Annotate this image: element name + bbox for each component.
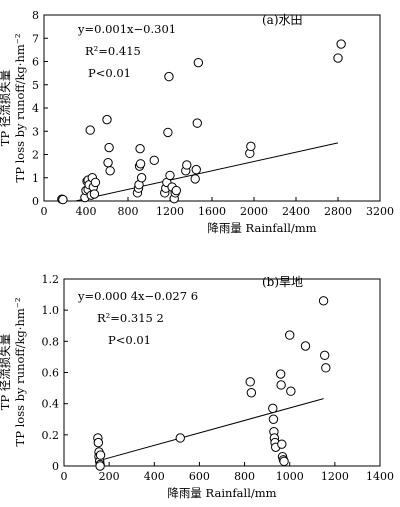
panel-b-data-point [321, 363, 331, 373]
panel-b-y-tick-label: 0.8 [42, 335, 60, 348]
panel-a-label: (a)水田 [262, 13, 303, 27]
panel-a-y-tick-label: 3 [32, 125, 39, 138]
panel-b-x-tick-label: 800 [234, 470, 255, 483]
panel-a-x-axis-label: 降雨量 Rainfall/mm [207, 221, 316, 235]
panel-b-r2: R²=0.315 2 [97, 311, 164, 325]
panel-b-data-point [245, 377, 255, 387]
panel-b-data-point [95, 461, 105, 471]
panel-a-data-point [333, 53, 343, 63]
panel-a-data-point [104, 142, 114, 153]
panel-b-y-tick-label: 1.2 [42, 273, 60, 286]
panel-a-data-point [102, 114, 112, 125]
panel-b-data-point [93, 437, 104, 448]
panel-a-data-point [89, 189, 100, 199]
panel-b-y-tick-label: 0 [52, 460, 59, 473]
panel-b-data-point [285, 330, 295, 340]
panel-a-x-tick-label: 3200 [366, 205, 394, 218]
panel-b-data-point [175, 433, 185, 443]
panel-b-x-tick-label: 1200 [321, 470, 349, 483]
panel-a-data-point [336, 39, 346, 49]
panel-a-x-tick-label: 0 [41, 205, 48, 218]
panel-a-r2: R²=0.415 [85, 44, 141, 58]
panel-b-x-tick-label: 200 [99, 470, 120, 483]
panel-a-y-tick-label: 5 [32, 79, 39, 92]
panel-a-data-point [190, 174, 200, 184]
panel-a-data-point [171, 185, 182, 196]
panel-a-p-value: P<0.01 [88, 66, 131, 80]
panel-b-data-point [268, 403, 278, 414]
panel-a-y-tick-label: 2 [32, 149, 39, 162]
panel-b-label: (b)旱地 [262, 275, 303, 289]
panel-a-data-point [58, 194, 68, 205]
panel-a-data-point [246, 141, 256, 152]
panel-b-data-point [275, 369, 286, 379]
panel-a-plot-frame [43, 14, 381, 202]
panel-b-x-tick-label: 0 [61, 470, 68, 483]
panel-a-chart: y=0.001x−0.301 R²=0.415 P<0.01 (a)水田 降雨量… [0, 9, 394, 235]
panel-b-data-point [246, 388, 257, 398]
panel-a-x-tick-label: 2000 [240, 205, 268, 218]
panel-a-equation: y=0.001x−0.301 [77, 22, 176, 36]
panel-a-data-point [105, 166, 115, 176]
panel-a-regression-line [75, 142, 339, 202]
panel-a-y-axis-label-en: TP loss by runoff/kg·hm⁻² [13, 34, 27, 183]
panel-b-x-axis-label: 降雨量 Rainfall/mm [167, 486, 276, 500]
panel-a-x-tick-label: 2400 [282, 205, 310, 218]
panel-b-data-point [320, 350, 330, 361]
panel-a-y-tick-label: 4 [32, 102, 39, 115]
panel-b-y-tick-label: 0.2 [42, 429, 60, 442]
panel-a-data-point [193, 57, 204, 68]
panel-b-data-point [277, 439, 287, 449]
panel-a-data-point [163, 127, 173, 138]
panel-b-x-tick-label: 1400 [366, 470, 394, 483]
panel-b-x-tick-label: 400 [144, 470, 165, 483]
panel-a-x-tick-label: 2800 [324, 205, 352, 218]
panel-a-data-point [136, 173, 147, 183]
panel-a-y-tick-label: 0 [32, 195, 39, 208]
panel-b-y-tick-label: 0.6 [42, 367, 60, 380]
panel-a-data-point [103, 157, 113, 168]
panel-a-y-tick-label: 8 [32, 9, 39, 22]
panel-b-data-point [268, 414, 279, 424]
panel-b-plot-frame [63, 278, 381, 467]
panel-a-x-tick-label: 1600 [198, 205, 226, 218]
panel-a-data-point [164, 71, 174, 82]
panel-a-data-point [85, 125, 95, 135]
panel-b-data-point [300, 341, 311, 351]
panel-b-data-point [95, 450, 106, 460]
panel-b-y-tick-label: 1.0 [42, 304, 60, 317]
panel-a-data-point [135, 159, 146, 169]
panel-a-data-point [182, 160, 192, 170]
panel-b-x-tick-label: 1000 [276, 470, 304, 483]
panel-a-y-tick-label: 1 [32, 172, 39, 185]
panel-b-data-point [286, 386, 296, 396]
panel-b-y-axis-label-cn: TP 径流损失量 [0, 334, 12, 411]
panel-a-y-axis-label-cn: TP 径流损失量 [0, 70, 12, 147]
panel-b-data-point [318, 296, 329, 306]
panel-b-y-axis-label-en: TP loss by runoff/kg·hm⁻² [13, 298, 27, 447]
panel-a-x-tick-label: 1200 [156, 205, 184, 218]
panel-a-data-point [149, 155, 159, 166]
panel-a-data-point [191, 164, 201, 175]
panel-a-data-point [165, 170, 175, 181]
panel-b-data-point [279, 456, 289, 467]
panel-b-x-tick-label: 600 [189, 470, 210, 483]
panel-b-chart: y=0.000 4x−0.027 6 R²=0.315 2 P<0.01 (b)… [0, 273, 394, 500]
panel-a-data-point [90, 177, 101, 188]
panel-a-x-tick-label: 800 [118, 205, 139, 218]
panel-b-equation: y=0.000 4x−0.027 6 [77, 289, 198, 303]
panel-a-x-tick-label: 400 [76, 205, 97, 218]
panel-a-data-point [135, 143, 145, 154]
panel-b-regression-line [97, 398, 324, 462]
panel-a-y-tick-label: 6 [32, 56, 39, 69]
panel-b-y-tick-label: 0.4 [42, 398, 60, 411]
panel-a-y-tick-label: 7 [32, 32, 39, 45]
panel-b-data-point [276, 380, 286, 390]
panel-b-p-value: P<0.01 [108, 333, 151, 347]
panel-a-data-point [192, 118, 203, 128]
